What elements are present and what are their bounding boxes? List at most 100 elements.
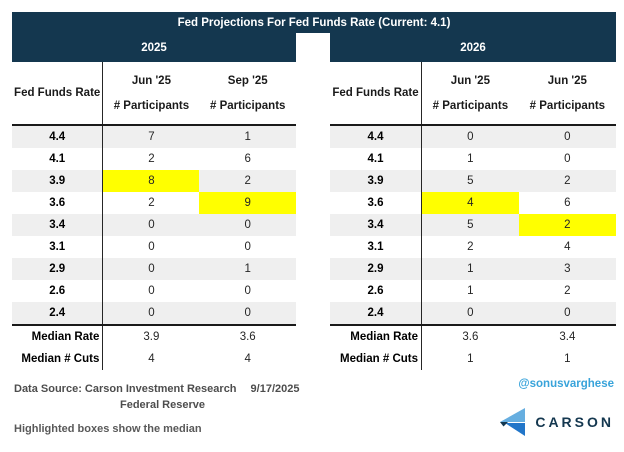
participants-rows: 4.4 0 0 4.1 1 0 3.9 5 2 3.6 4 6 3.4 5 2 3.1 2 4 2.9 1 3 2.6 1 2…: [330, 125, 616, 325]
rate-row: 2.4 0 0: [330, 302, 616, 325]
data-source-line2: Federal Reserve: [120, 399, 205, 411]
rate-cell: 3.1: [330, 236, 423, 258]
participants-cell: 1: [199, 125, 296, 148]
median-cuts-row: Median # Cuts 4 4: [12, 348, 296, 370]
participants-cell: 0: [244, 285, 251, 297]
rate-cell: 3.6: [12, 192, 104, 214]
participants-cell: 9: [199, 192, 296, 214]
participants-cell: 2: [467, 241, 474, 253]
participants-cell: 1: [421, 258, 519, 280]
social-handle-link[interactable]: @sonusvarghese: [518, 378, 614, 390]
table-gap: [296, 33, 330, 62]
median-rate-row: Median Rate 3.6 3.4: [330, 324, 616, 348]
rate-cell: 3.9: [12, 170, 104, 192]
participants-cell: 3: [518, 258, 616, 280]
participants-cell: 0: [518, 125, 616, 148]
rate-column-header: Fed Funds Rate: [12, 62, 104, 126]
participants-cell: 0: [518, 302, 616, 325]
participants-cell: 2: [148, 153, 155, 165]
rate-cell: 4.1: [12, 148, 104, 170]
table-header: Fed Funds Rate Jun '25 # Participants Se…: [12, 62, 296, 126]
data-source: Data Source: Carson Investment Research …: [14, 381, 299, 413]
projections-table-2025: Fed Funds Rate Jun '25 # Participants Se…: [12, 62, 296, 370]
participants-cell: 2: [518, 170, 616, 192]
rate-row: 2.4 0 0: [12, 302, 296, 325]
year-label-2025: 2025: [12, 33, 296, 62]
metric-label: # Participants: [210, 99, 286, 112]
rate-cell: 3.9: [330, 170, 423, 192]
rate-cell: 4.1: [330, 148, 423, 170]
rate-row: 3.4 0 0: [12, 214, 296, 236]
rate-row: 4.4 7 1: [12, 125, 296, 148]
rate-row: 3.1 0 0: [12, 236, 296, 258]
year-band: 2025 2026: [12, 33, 616, 62]
rate-cell: 3.6: [330, 192, 423, 214]
rate-row: 2.9 1 3: [330, 258, 616, 280]
median-cuts-value: 1: [467, 353, 474, 365]
rate-row: 3.6 2 9: [12, 192, 296, 214]
median-rate-value: 3.6: [199, 324, 296, 348]
data-source-date: 9/17/2025: [250, 383, 300, 395]
participants-cell: 4: [421, 192, 519, 214]
metric-label: # Participants: [113, 99, 190, 112]
carson-logo-icon: [500, 408, 526, 436]
column-header-sep25: Sep '25 # Participants: [199, 62, 296, 126]
median-rate-label: Median Rate: [12, 324, 104, 348]
rate-cell: 2.9: [12, 258, 104, 280]
participants-cell: 1: [467, 153, 474, 165]
rate-cell: 4.4: [330, 125, 423, 148]
column-header-jun25: Jun '25 # Participants: [102, 62, 200, 126]
participants-cell: 0: [199, 214, 296, 236]
participants-cell: 0: [564, 153, 571, 165]
participants-cell: 6: [564, 197, 571, 209]
participants-cell: 2: [564, 285, 571, 297]
participants-cell: 6: [244, 153, 251, 165]
carson-wordmark: CARSON: [535, 414, 614, 430]
rate-row: 3.9 8 2: [12, 170, 296, 192]
participants-rows: 4.4 7 1 4.1 2 6 3.9 8 2 3.6 2 9 3.4 0 0 3.1 0 0 2.9 0 1 2.6 0 0…: [12, 125, 296, 325]
rate-cell: 2.6: [330, 280, 423, 302]
participants-cell: 5: [421, 214, 519, 236]
metric-label: # Participants: [529, 99, 606, 112]
median-cuts-label: Median # Cuts: [330, 348, 423, 370]
period-label: Jun '25: [547, 74, 587, 87]
data-source-text: Data Source: Carson Investment Research: [14, 383, 237, 395]
highlight-note: Highlighted boxes show the median: [14, 423, 202, 435]
participants-cell: 2: [518, 214, 616, 236]
rate-row: 2.9 0 1: [12, 258, 296, 280]
participants-cell: 0: [244, 241, 251, 253]
rate-cell: 3.4: [330, 214, 423, 236]
rate-cell: 4.4: [12, 125, 104, 148]
rate-cell: 2.9: [330, 258, 423, 280]
median-cuts-row: Median # Cuts 1 1: [330, 348, 616, 370]
participants-cell: 0: [421, 302, 519, 325]
rate-row: 2.6 1 2: [330, 280, 616, 302]
median-rate-value: 3.4: [518, 324, 616, 348]
median-summary: Median Rate 3.9 3.6 Median # Cuts 4 4: [12, 324, 296, 370]
median-summary: Median Rate 3.6 3.4 Median # Cuts 1 1: [330, 324, 616, 370]
rate-row: 3.9 5 2: [330, 170, 616, 192]
median-cuts-label: Median # Cuts: [12, 348, 104, 370]
median-rate-label: Median Rate: [330, 324, 423, 348]
page-title: Fed Projections For Fed Funds Rate (Curr…: [12, 12, 616, 33]
participants-cell: 2: [148, 197, 155, 209]
median-cuts-value: 4: [244, 353, 251, 365]
rate-row: 4.1 1 0: [330, 148, 616, 170]
column-header-jun25-b: Jun '25 # Participants: [518, 62, 616, 126]
rate-row: 3.4 5 2: [330, 214, 616, 236]
rate-cell: 2.4: [12, 302, 104, 325]
year-label-2026: 2026: [330, 33, 616, 62]
participants-cell: 2: [199, 170, 296, 192]
participants-cell: 7: [102, 125, 200, 148]
rate-cell: 3.1: [12, 236, 104, 258]
median-rate-row: Median Rate 3.9 3.6: [12, 324, 296, 348]
rate-row: 4.4 0 0: [330, 125, 616, 148]
participants-cell: 0: [102, 302, 200, 325]
projections-table-2026: Fed Funds Rate Jun '25 # Participants Ju…: [330, 62, 616, 370]
participants-cell: 0: [148, 285, 155, 297]
participants-cell: 4: [564, 241, 571, 253]
median-rate-value: 3.6: [421, 324, 519, 348]
rate-cell: 3.4: [12, 214, 104, 236]
median-rate-value: 3.9: [102, 324, 200, 348]
